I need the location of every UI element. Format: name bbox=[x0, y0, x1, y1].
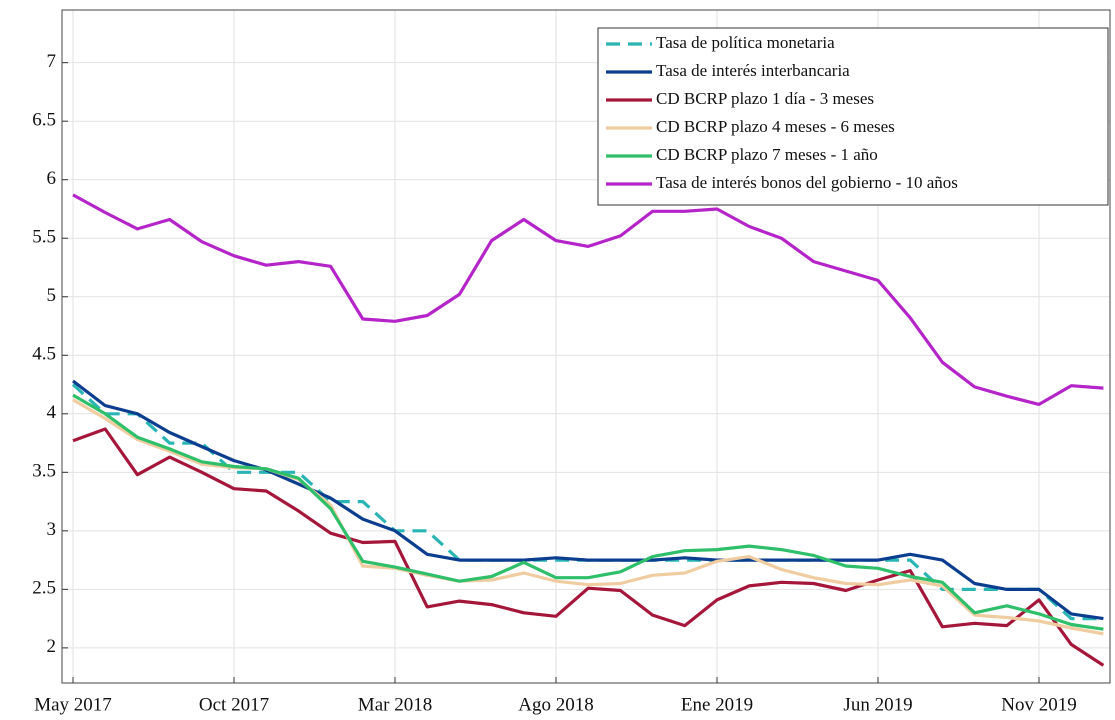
x-tick-label: May 2017 bbox=[34, 694, 112, 715]
x-tick-label: Oct 2017 bbox=[199, 694, 269, 715]
legend-box bbox=[597, 27, 1109, 206]
series-line bbox=[72, 393, 1104, 631]
y-tick-label: 3 bbox=[47, 519, 57, 540]
y-tick-label: 6 bbox=[47, 168, 57, 189]
x-tick-label: Ago 2018 bbox=[518, 694, 593, 715]
y-tick-label: 4.5 bbox=[32, 344, 56, 365]
legend-label: CD BCRP plazo 1 día - 3 meses bbox=[656, 89, 874, 108]
x-tick-label: Jun 2019 bbox=[843, 694, 912, 715]
y-tick-label: 7 bbox=[47, 51, 57, 72]
x-tick-label: Ene 2019 bbox=[681, 694, 753, 715]
x-tick-label: Mar 2018 bbox=[358, 694, 432, 715]
y-tick-label: 3.5 bbox=[32, 461, 56, 482]
legend-label: CD BCRP plazo 7 meses - 1 año bbox=[656, 145, 878, 164]
x-tick-label: Nov 2019 bbox=[1001, 694, 1076, 715]
series-line bbox=[72, 379, 1104, 621]
legend-label: Tasa de interés bonos del gobierno - 10 … bbox=[656, 173, 958, 192]
series-line bbox=[72, 427, 1105, 667]
y-tick-label: 5 bbox=[47, 285, 57, 306]
y-tick-label: 4 bbox=[47, 402, 57, 423]
y-tick-label: 6.5 bbox=[32, 110, 56, 131]
legend: Tasa de política monetaria Tasa de interé… bbox=[597, 27, 1109, 206]
y-tick-label: 2.5 bbox=[32, 578, 56, 599]
series-line bbox=[72, 193, 1104, 406]
legend-label: CD BCRP plazo 4 meses - 6 meses bbox=[656, 117, 895, 136]
y-tick-label: 5.5 bbox=[32, 227, 56, 248]
y-tick-label: 2 bbox=[47, 636, 57, 657]
plot-frame bbox=[61, 9, 1111, 684]
legend-label: Tasa de interés interbancaria bbox=[656, 61, 850, 80]
legend-label: Tasa de política monetaria bbox=[656, 33, 835, 52]
